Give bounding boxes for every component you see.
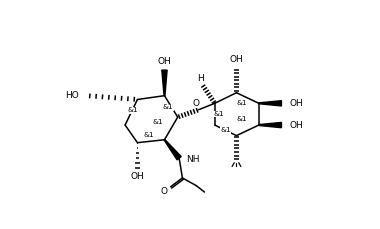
Text: &1: &1 (163, 104, 174, 110)
Text: NH: NH (187, 155, 200, 164)
Text: OH: OH (131, 172, 144, 181)
Text: OH: OH (158, 57, 171, 66)
Text: O: O (193, 99, 200, 108)
Text: &1: &1 (214, 111, 224, 117)
Polygon shape (162, 70, 167, 96)
Text: OH: OH (230, 55, 243, 64)
Polygon shape (259, 101, 282, 106)
Text: HO: HO (65, 91, 79, 100)
Polygon shape (164, 139, 181, 160)
Text: &1: &1 (236, 100, 247, 106)
Text: &1: &1 (153, 119, 163, 125)
Text: OH: OH (290, 99, 303, 108)
Text: OH: OH (290, 120, 303, 130)
Text: &1: &1 (128, 107, 138, 113)
Text: &1: &1 (220, 127, 231, 133)
Text: O: O (160, 187, 168, 196)
Text: &1: &1 (143, 132, 154, 138)
Polygon shape (259, 123, 282, 128)
Text: &1: &1 (236, 116, 247, 122)
Text: H: H (197, 74, 203, 82)
